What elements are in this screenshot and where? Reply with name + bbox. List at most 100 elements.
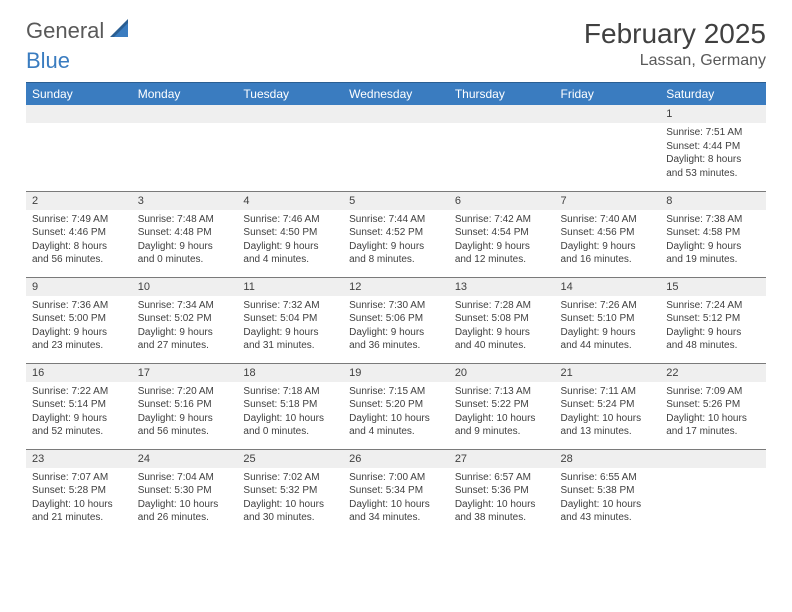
calendar-cell (660, 449, 766, 535)
header: General February 2025 Lassan, Germany (26, 18, 766, 70)
daylight-text: Daylight: 9 hours and 56 minutes. (138, 412, 232, 439)
col-monday: Monday (132, 83, 238, 106)
sunset-text: Sunset: 5:22 PM (455, 398, 549, 412)
day-data: Sunrise: 7:28 AMSunset: 5:08 PMDaylight:… (449, 296, 555, 357)
daylight-text: Daylight: 9 hours and 27 minutes. (138, 326, 232, 353)
day-number: 15 (660, 278, 766, 296)
calendar-cell: 4Sunrise: 7:46 AMSunset: 4:50 PMDaylight… (237, 191, 343, 277)
calendar-row: 1Sunrise: 7:51 AMSunset: 4:44 PMDaylight… (26, 105, 766, 191)
day-data: Sunrise: 7:07 AMSunset: 5:28 PMDaylight:… (26, 468, 132, 529)
sunset-text: Sunset: 4:50 PM (243, 226, 337, 240)
calendar-cell: 7Sunrise: 7:40 AMSunset: 4:56 PMDaylight… (555, 191, 661, 277)
calendar-row: 9Sunrise: 7:36 AMSunset: 5:00 PMDaylight… (26, 277, 766, 363)
sunset-text: Sunset: 5:12 PM (666, 312, 760, 326)
calendar-cell (343, 105, 449, 191)
daylight-text: Daylight: 10 hours and 13 minutes. (561, 412, 655, 439)
calendar-cell: 19Sunrise: 7:15 AMSunset: 5:20 PMDayligh… (343, 363, 449, 449)
daylight-text: Daylight: 9 hours and 36 minutes. (349, 326, 443, 353)
calendar-cell: 17Sunrise: 7:20 AMSunset: 5:16 PMDayligh… (132, 363, 238, 449)
col-wednesday: Wednesday (343, 83, 449, 106)
daylight-text: Daylight: 9 hours and 31 minutes. (243, 326, 337, 353)
col-thursday: Thursday (449, 83, 555, 106)
day-number (343, 105, 449, 123)
location: Lassan, Germany (584, 52, 766, 70)
calendar-cell (132, 105, 238, 191)
daylight-text: Daylight: 8 hours and 56 minutes. (32, 240, 126, 267)
sunrise-text: Sunrise: 7:26 AM (561, 299, 655, 313)
sunset-text: Sunset: 5:02 PM (138, 312, 232, 326)
day-number: 8 (660, 192, 766, 210)
calendar-table: Sunday Monday Tuesday Wednesday Thursday… (26, 82, 766, 535)
title-block: February 2025 Lassan, Germany (584, 18, 766, 70)
sunrise-text: Sunrise: 7:02 AM (243, 471, 337, 485)
day-data: Sunrise: 7:40 AMSunset: 4:56 PMDaylight:… (555, 210, 661, 271)
brand-blue-wrap: Blue (26, 48, 70, 74)
daylight-text: Daylight: 9 hours and 48 minutes. (666, 326, 760, 353)
day-number: 6 (449, 192, 555, 210)
daylight-text: Daylight: 10 hours and 4 minutes. (349, 412, 443, 439)
daylight-text: Daylight: 9 hours and 44 minutes. (561, 326, 655, 353)
sunrise-text: Sunrise: 7:48 AM (138, 213, 232, 227)
calendar-cell: 24Sunrise: 7:04 AMSunset: 5:30 PMDayligh… (132, 449, 238, 535)
calendar-cell (449, 105, 555, 191)
sunset-text: Sunset: 5:18 PM (243, 398, 337, 412)
calendar-cell: 5Sunrise: 7:44 AMSunset: 4:52 PMDaylight… (343, 191, 449, 277)
day-number (132, 105, 238, 123)
sunset-text: Sunset: 4:48 PM (138, 226, 232, 240)
daylight-text: Daylight: 10 hours and 21 minutes. (32, 498, 126, 525)
day-header-row: Sunday Monday Tuesday Wednesday Thursday… (26, 83, 766, 106)
calendar-cell: 3Sunrise: 7:48 AMSunset: 4:48 PMDaylight… (132, 191, 238, 277)
sunset-text: Sunset: 5:06 PM (349, 312, 443, 326)
daylight-text: Daylight: 10 hours and 26 minutes. (138, 498, 232, 525)
calendar-cell: 20Sunrise: 7:13 AMSunset: 5:22 PMDayligh… (449, 363, 555, 449)
sunrise-text: Sunrise: 7:20 AM (138, 385, 232, 399)
day-data: Sunrise: 7:38 AMSunset: 4:58 PMDaylight:… (660, 210, 766, 271)
col-saturday: Saturday (660, 83, 766, 106)
calendar-cell: 14Sunrise: 7:26 AMSunset: 5:10 PMDayligh… (555, 277, 661, 363)
calendar-cell: 22Sunrise: 7:09 AMSunset: 5:26 PMDayligh… (660, 363, 766, 449)
calendar-cell: 25Sunrise: 7:02 AMSunset: 5:32 PMDayligh… (237, 449, 343, 535)
sunset-text: Sunset: 4:46 PM (32, 226, 126, 240)
daylight-text: Daylight: 10 hours and 9 minutes. (455, 412, 549, 439)
day-number: 19 (343, 364, 449, 382)
sunrise-text: Sunrise: 7:22 AM (32, 385, 126, 399)
daylight-text: Daylight: 9 hours and 19 minutes. (666, 240, 760, 267)
day-data: Sunrise: 7:18 AMSunset: 5:18 PMDaylight:… (237, 382, 343, 443)
sunrise-text: Sunrise: 7:15 AM (349, 385, 443, 399)
day-number: 17 (132, 364, 238, 382)
day-number (26, 105, 132, 123)
daylight-text: Daylight: 9 hours and 12 minutes. (455, 240, 549, 267)
calendar-cell: 26Sunrise: 7:00 AMSunset: 5:34 PMDayligh… (343, 449, 449, 535)
daylight-text: Daylight: 9 hours and 40 minutes. (455, 326, 549, 353)
sunrise-text: Sunrise: 7:40 AM (561, 213, 655, 227)
sunrise-text: Sunrise: 7:36 AM (32, 299, 126, 313)
day-number: 25 (237, 450, 343, 468)
day-number: 16 (26, 364, 132, 382)
calendar-cell: 18Sunrise: 7:18 AMSunset: 5:18 PMDayligh… (237, 363, 343, 449)
col-friday: Friday (555, 83, 661, 106)
day-number: 7 (555, 192, 661, 210)
sunset-text: Sunset: 5:24 PM (561, 398, 655, 412)
calendar-cell: 9Sunrise: 7:36 AMSunset: 5:00 PMDaylight… (26, 277, 132, 363)
day-number: 1 (660, 105, 766, 123)
sunset-text: Sunset: 4:54 PM (455, 226, 549, 240)
calendar-row: 16Sunrise: 7:22 AMSunset: 5:14 PMDayligh… (26, 363, 766, 449)
day-data: Sunrise: 7:36 AMSunset: 5:00 PMDaylight:… (26, 296, 132, 357)
daylight-text: Daylight: 10 hours and 38 minutes. (455, 498, 549, 525)
sunrise-text: Sunrise: 7:07 AM (32, 471, 126, 485)
sunset-text: Sunset: 5:08 PM (455, 312, 549, 326)
calendar-cell: 15Sunrise: 7:24 AMSunset: 5:12 PMDayligh… (660, 277, 766, 363)
sunrise-text: Sunrise: 7:32 AM (243, 299, 337, 313)
month-title: February 2025 (584, 18, 766, 50)
sunrise-text: Sunrise: 7:49 AM (32, 213, 126, 227)
col-sunday: Sunday (26, 83, 132, 106)
daylight-text: Daylight: 10 hours and 17 minutes. (666, 412, 760, 439)
sunset-text: Sunset: 5:00 PM (32, 312, 126, 326)
day-number: 20 (449, 364, 555, 382)
day-data: Sunrise: 7:32 AMSunset: 5:04 PMDaylight:… (237, 296, 343, 357)
calendar-cell: 23Sunrise: 7:07 AMSunset: 5:28 PMDayligh… (26, 449, 132, 535)
sunrise-text: Sunrise: 7:44 AM (349, 213, 443, 227)
day-number: 11 (237, 278, 343, 296)
sunset-text: Sunset: 4:52 PM (349, 226, 443, 240)
day-number: 27 (449, 450, 555, 468)
